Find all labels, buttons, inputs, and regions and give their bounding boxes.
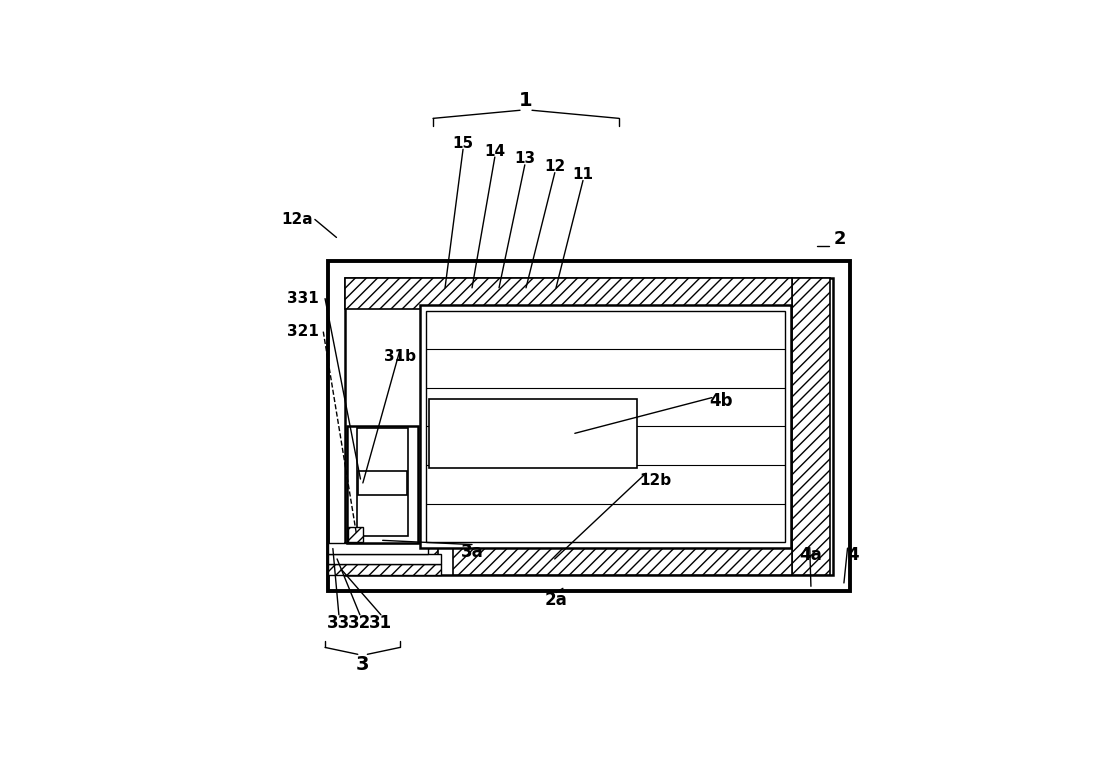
Text: 4: 4 <box>847 546 859 564</box>
Text: 15: 15 <box>452 136 474 151</box>
Text: 2a: 2a <box>544 591 568 609</box>
Text: 12a: 12a <box>281 212 312 227</box>
Bar <box>792 278 830 575</box>
Text: 12b: 12b <box>638 473 671 488</box>
Bar <box>345 278 833 575</box>
Bar <box>328 262 850 591</box>
Text: 321: 321 <box>287 324 319 339</box>
Bar <box>357 428 409 535</box>
Bar <box>345 278 792 309</box>
Text: 11: 11 <box>572 167 594 182</box>
Bar <box>420 305 791 548</box>
Bar <box>328 564 441 575</box>
Text: 12: 12 <box>544 159 566 174</box>
Bar <box>427 311 784 542</box>
Text: 13: 13 <box>514 151 535 167</box>
Text: 32: 32 <box>348 614 372 632</box>
Text: 2: 2 <box>834 230 847 248</box>
Text: 1: 1 <box>520 91 533 110</box>
Text: 4b: 4b <box>709 392 732 411</box>
Bar <box>345 544 438 575</box>
Bar <box>358 471 408 495</box>
Text: 3: 3 <box>356 655 370 674</box>
Bar <box>348 527 364 542</box>
Text: 331: 331 <box>287 291 319 306</box>
Bar <box>328 554 441 564</box>
Bar <box>429 399 637 468</box>
Text: 3a: 3a <box>460 543 484 562</box>
Text: 4a: 4a <box>800 546 822 564</box>
Bar <box>452 544 792 575</box>
Text: 14: 14 <box>484 143 505 159</box>
Text: 33: 33 <box>327 614 351 632</box>
Text: 31b: 31b <box>384 349 416 364</box>
Bar <box>347 426 418 544</box>
Text: 31: 31 <box>370 614 392 632</box>
Bar <box>328 544 428 554</box>
